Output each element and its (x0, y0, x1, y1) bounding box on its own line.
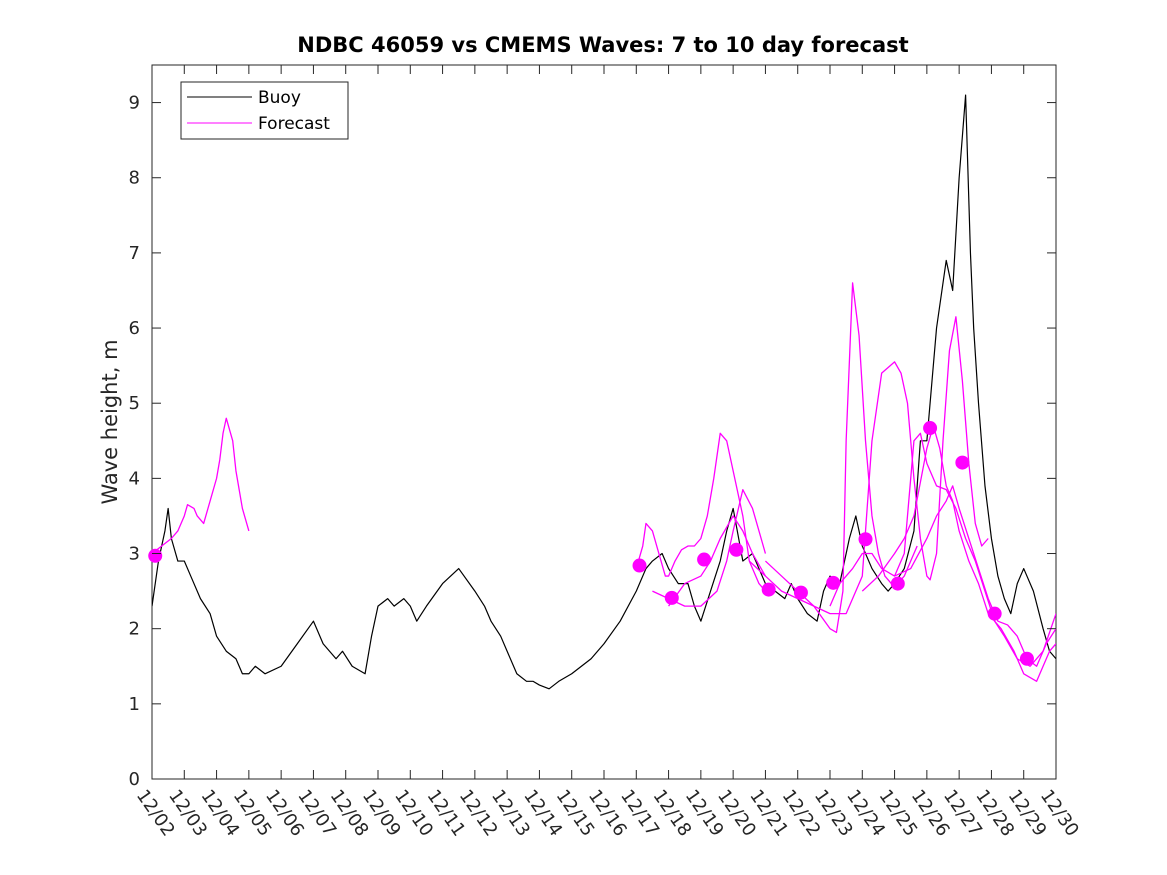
y-tick-label: 2 (129, 619, 140, 640)
y-tick-label: 4 (129, 468, 140, 489)
y-tick-label: 6 (129, 318, 140, 339)
forecast-series-line (829, 432, 1056, 667)
y-tick-label: 9 (129, 93, 140, 114)
forecast-marker-point (987, 606, 1002, 621)
forecast-series-line (764, 316, 989, 615)
y-tick-label: 5 (129, 393, 140, 414)
forecast-series-line (861, 425, 1056, 682)
forecast-marker-point (148, 548, 163, 563)
forecast-marker-point (697, 552, 712, 567)
forecast-marker-point (664, 590, 679, 605)
y-tick-label: 1 (129, 694, 140, 715)
y-tick-label: 8 (129, 168, 140, 189)
forecast-series-line (668, 515, 766, 607)
forecast-marker-point (761, 582, 776, 597)
forecast-marker-point (793, 585, 808, 600)
y-axis: 0 1 2 3 4 5 6 7 8 9 (129, 93, 1056, 790)
chart-title: NDBC 46059 vs CMEMS Waves: 7 to 10 day f… (297, 33, 908, 57)
forecast-marker-point (955, 455, 970, 470)
forecast-marker-point (858, 532, 873, 547)
forecast-marker-point (729, 542, 744, 557)
legend-buoy-label: Buoy (258, 88, 301, 108)
legend-box (180, 81, 349, 140)
plot-area (151, 64, 1057, 780)
y-axis-label: Wave height, m (98, 339, 122, 504)
markers-layer (148, 421, 1034, 666)
forecast-marker-point (826, 575, 841, 590)
forecast-marker-point (1019, 651, 1034, 666)
y-tick-label: 3 (129, 544, 140, 565)
forecast-series-line (152, 417, 250, 555)
y-tick-label: 7 (129, 243, 140, 264)
forecast-marker-point (923, 421, 938, 436)
legend: Buoy Forecast (180, 81, 349, 140)
forecast-marker-point (632, 558, 647, 573)
legend-forecast-label: Forecast (258, 114, 330, 134)
buoy-series-line (152, 94, 1056, 690)
forecast-marker-point (890, 576, 905, 591)
y-tick-label: 0 (129, 769, 140, 790)
